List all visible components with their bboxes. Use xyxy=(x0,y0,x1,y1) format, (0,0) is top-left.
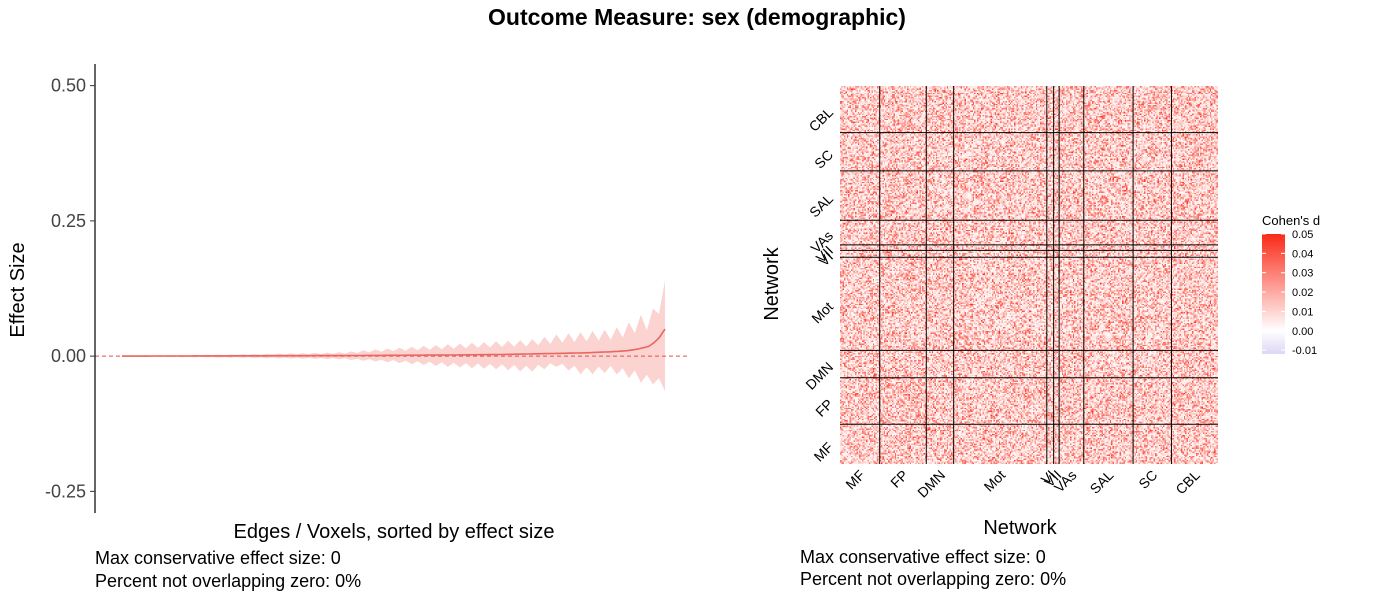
y-tick-label: 0.00 xyxy=(51,346,86,366)
heatmap-x-tick-cbl: CBL xyxy=(1172,467,1203,498)
y-axis-label: Effect Size xyxy=(7,242,29,337)
color-legend: Cohen's d 0.05 0.04 0.03 0.02 0.01 0.00 -0.01 xyxy=(1262,213,1320,357)
legend-tick-label: 0.02 xyxy=(1292,287,1313,299)
left-stat-percent-nonzero: Percent not overlapping zero: 0% xyxy=(95,571,361,591)
heatmap-y-axis-label: Network xyxy=(761,246,783,320)
y-tick-label: -0.25 xyxy=(45,481,86,501)
legend-tick-label: -0.01 xyxy=(1292,345,1317,357)
left-stat-max-conservative: Max conservative effect size: 0 xyxy=(95,548,341,568)
heatmap-cells xyxy=(840,86,1218,464)
heatmap-x-axis-label: Network xyxy=(983,517,1057,539)
heatmap-y-tick-mf: MF xyxy=(811,439,837,465)
legend-ticks: 0.05 0.04 0.03 0.02 0.01 0.00 -0.01 xyxy=(1262,229,1317,357)
legend-tick-label: 0.01 xyxy=(1292,306,1313,318)
heatmap-x-tick-dmn: DMN xyxy=(914,467,948,501)
heatmap-y-tick-sal: SAL xyxy=(806,190,836,220)
legend-colorbar xyxy=(1262,234,1285,354)
legend-tick-label: 0.05 xyxy=(1292,229,1313,241)
heatmap-x-tick-mf: MF xyxy=(842,467,868,493)
y-tick-label: 0.25 xyxy=(51,211,86,231)
heatmap-cell-image xyxy=(840,86,1218,464)
heatmap-x-tick-sal: SAL xyxy=(1087,467,1117,497)
x-axis-label: Edges / Voxels, sorted by effect size xyxy=(234,521,555,543)
confidence-ribbon xyxy=(122,280,665,392)
y-tick-label: 0.50 xyxy=(51,76,86,96)
effect-size-line xyxy=(122,328,666,357)
heatmap-x-tick-sc: SC xyxy=(1135,467,1160,492)
legend-title: Cohen's d xyxy=(1262,213,1320,228)
page-title: Outcome Measure: sex (demographic) xyxy=(488,4,906,30)
effect-size-plot: 0.50 0.25 0.00 -0.25 Edges / Voxels, sorted… xyxy=(7,64,690,591)
legend-tick-label: 0.00 xyxy=(1292,326,1313,338)
legend-tick-label: 0.04 xyxy=(1292,248,1313,260)
legend-tick-label: 0.03 xyxy=(1292,268,1313,280)
heatmap-x-tick-fp: FP xyxy=(887,467,911,491)
heatmap-y-tick-sc: SC xyxy=(811,147,836,172)
heatmap-y-tick-mot: Mot xyxy=(808,298,836,326)
heatmap-x-tick-mot: Mot xyxy=(981,467,1009,495)
heatmap-y-tick-dmn: DMN xyxy=(802,359,836,393)
heatmap-y-tick-cbl: CBL xyxy=(806,104,837,135)
effect-line-layer xyxy=(95,328,690,357)
network-boundary-lines xyxy=(840,86,1218,464)
heatmap-y-tick-fp: FP xyxy=(812,396,836,420)
right-stat-max-conservative: Max conservative effect size: 0 xyxy=(800,547,1046,567)
y-axis: 0.50 0.25 0.00 -0.25 xyxy=(45,64,96,513)
right-stat-percent-nonzero: Percent not overlapping zero: 0% xyxy=(800,569,1066,589)
confidence-ribbon-layer xyxy=(122,280,665,392)
